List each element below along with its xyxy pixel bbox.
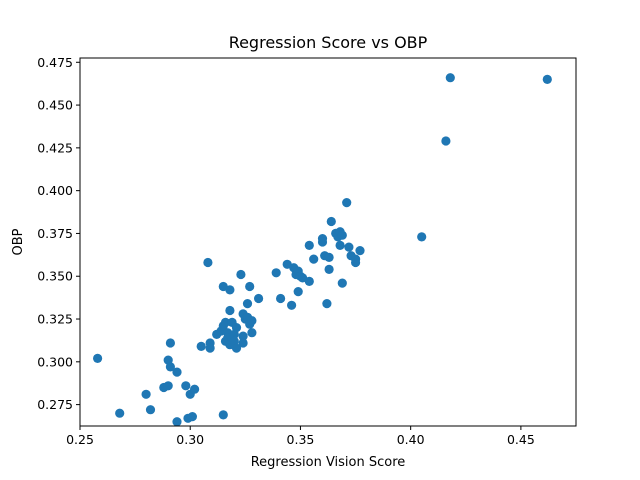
data-point [271, 268, 281, 278]
data-point [165, 362, 175, 372]
data-point [324, 264, 334, 274]
y-tick-label: 0.275 [37, 397, 73, 412]
x-tick-label: 0.30 [176, 432, 204, 447]
data-point [145, 405, 156, 415]
data-point [355, 246, 365, 256]
data-point [337, 230, 347, 240]
data-point [220, 317, 231, 327]
data-point [187, 412, 197, 422]
data-point [317, 237, 328, 247]
data-point [335, 240, 345, 250]
data-point [238, 331, 248, 341]
y-tick-label: 0.425 [37, 140, 73, 155]
data-point [417, 232, 427, 242]
data-point [247, 328, 257, 338]
data-point [93, 353, 103, 363]
data-point [342, 198, 352, 208]
x-tick-label: 0.45 [507, 432, 535, 447]
y-axis-label: OBP [11, 228, 26, 255]
y-tick-label: 0.375 [37, 226, 73, 241]
data-point [218, 410, 228, 420]
data-point [238, 338, 248, 348]
y-tick-label: 0.350 [37, 269, 73, 284]
data-point [245, 281, 255, 292]
data-point [441, 136, 451, 146]
y-tick-label: 0.475 [37, 55, 73, 70]
data-point [236, 269, 246, 280]
data-point [225, 285, 235, 295]
data-point [445, 73, 455, 83]
data-point [337, 278, 347, 288]
data-point [304, 240, 314, 250]
x-tick-label: 0.25 [66, 432, 94, 447]
data-point [172, 417, 182, 427]
y-tick-label: 0.400 [37, 183, 73, 198]
data-point [542, 74, 552, 84]
data-point [115, 408, 125, 418]
x-axis-label: Regression Vision Score [251, 455, 406, 470]
data-point [231, 343, 242, 353]
data-point [172, 367, 182, 377]
data-point [203, 257, 213, 268]
data-point [190, 384, 200, 394]
data-point [322, 299, 332, 309]
data-point [165, 338, 175, 348]
data-point [205, 343, 215, 353]
data-point [231, 323, 242, 333]
data-point [287, 300, 297, 310]
data-point [225, 305, 235, 316]
data-point [324, 252, 334, 262]
data-point [344, 242, 354, 252]
data-point [293, 287, 303, 297]
data-point [163, 381, 173, 391]
y-tick-label: 0.450 [37, 98, 73, 113]
data-point [141, 389, 151, 399]
x-axis: 0.25 0.30 0.35 0.40 0.45 [66, 426, 535, 447]
data-point [181, 381, 191, 391]
chart-title: Regression Score vs OBP [229, 33, 428, 52]
data-point [254, 293, 264, 304]
data-point [247, 316, 257, 326]
x-tick-label: 0.35 [287, 432, 315, 447]
y-tick-label: 0.300 [37, 354, 73, 369]
y-tick-label: 0.325 [37, 312, 73, 327]
data-point [196, 341, 206, 351]
plot-frame [79, 57, 577, 427]
data-point [276, 293, 286, 304]
data-point [351, 257, 361, 268]
points-layer [93, 73, 552, 427]
data-point [304, 276, 314, 286]
y-axis: 0.275 0.300 0.325 0.350 0.375 0.400 0.425 0.450… [37, 55, 80, 412]
x-tick-label: 0.40 [397, 432, 425, 447]
data-point [309, 254, 319, 264]
data-point [242, 299, 253, 309]
data-point [326, 216, 336, 227]
